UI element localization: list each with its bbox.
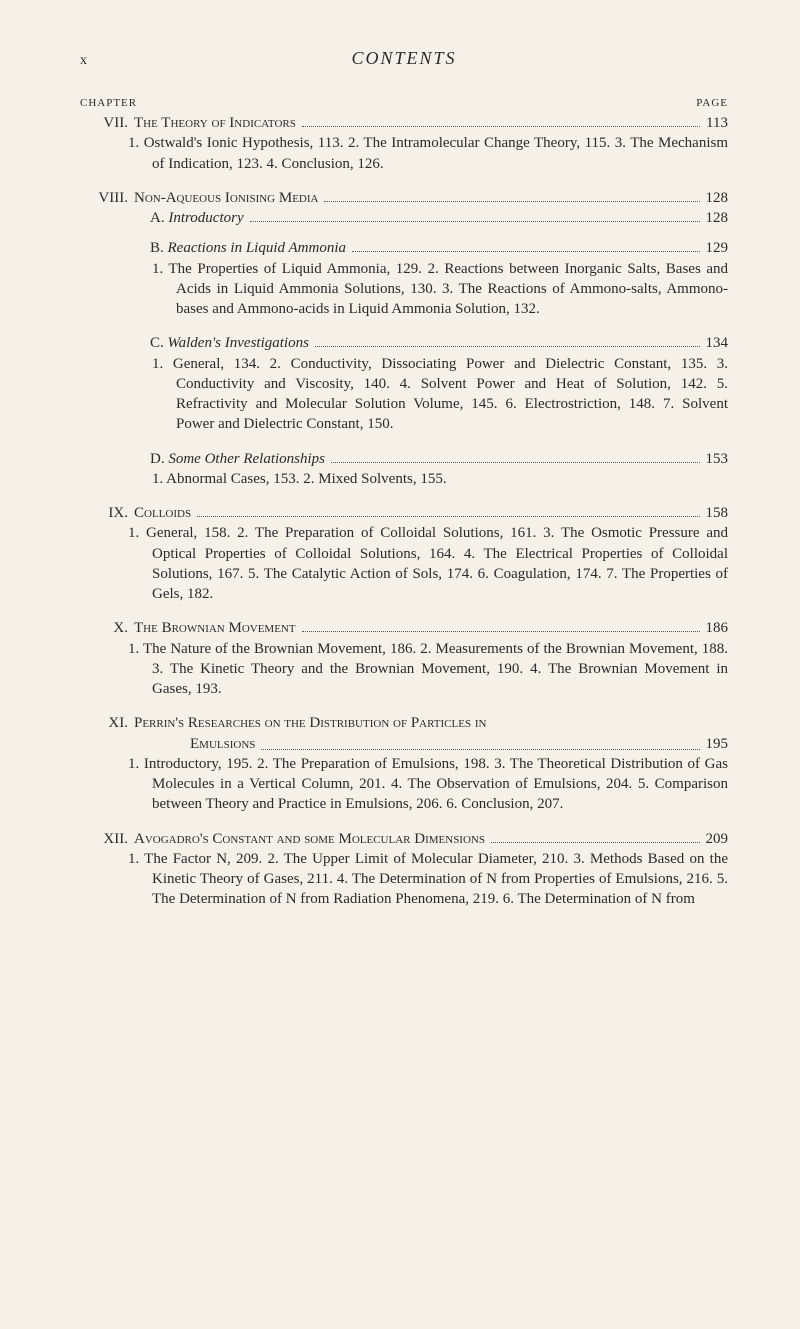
section-page: 153	[706, 449, 729, 469]
section-viii-b: B. Reactions in Liquid Ammonia 129	[80, 238, 728, 258]
chapter-title-line1: Perrin's Researches on the Distribution …	[134, 713, 486, 733]
chapter-roman: VIII.	[80, 188, 134, 208]
chapter-title: Colloids	[134, 503, 191, 523]
col-head-chapter: CHAPTER	[80, 97, 137, 109]
chapter-xi-items: 1. Introductory, 195. 2. The Preparation…	[80, 754, 728, 815]
leader-dots	[197, 516, 699, 517]
leader-dots	[302, 631, 700, 632]
chapter-entry-ix: IX. Colloids 158	[80, 503, 728, 523]
chapter-entry-x: X. The Brownian Movement 186	[80, 618, 728, 638]
section-viii-a: A. Introductory 128	[80, 208, 728, 228]
leader-dots	[324, 201, 699, 202]
chapter-roman: VII.	[80, 113, 134, 133]
page-title: CONTENTS	[80, 48, 728, 69]
column-headers: CHAPTER PAGE	[80, 97, 728, 109]
leader-dots	[315, 346, 700, 347]
chapter-xii-items: 1. The Factor N, 209. 2. The Upper Limit…	[80, 849, 728, 910]
chapter-x-items: 1. The Nature of the Brownian Movement, …	[80, 639, 728, 700]
chapter-roman: XI.	[80, 713, 134, 733]
leader-dots	[261, 734, 699, 750]
chapter-vii-items: 1. Ostwald's Ionic Hypothesis, 113. 2. T…	[80, 133, 728, 174]
section-page: 134	[706, 333, 729, 353]
chapter-page: 195	[706, 734, 729, 754]
section-viii-c: C. Walden's Investigations 134	[80, 333, 728, 353]
contents-page: x CONTENTS CHAPTER PAGE VII. The Theory …	[0, 0, 800, 980]
chapter-page: 209	[706, 829, 729, 849]
chapter-roman: X.	[80, 618, 134, 638]
chapter-page: 186	[706, 618, 729, 638]
chapter-title: Non-Aqueous Ionising Media	[134, 188, 318, 208]
chapter-title: Avogadro's Constant and some Molecular D…	[134, 829, 485, 849]
section-title: Reactions in Liquid Ammonia	[168, 240, 346, 256]
chapter-ix-items: 1. General, 158. 2. The Preparation of C…	[80, 523, 728, 604]
chapter-page: 158	[706, 503, 729, 523]
section-viii-b-items: 1. The Properties of Liquid Ammonia, 129…	[80, 259, 728, 320]
leader-dots	[250, 221, 700, 222]
chapter-roman: XII.	[80, 829, 134, 849]
chapter-title: The Theory of Indicators	[134, 113, 296, 133]
chapter-entry-viii: VIII. Non-Aqueous Ionising Media 128	[80, 188, 728, 208]
section-title: Walden's Investigations	[168, 335, 309, 351]
section-letter: C.	[150, 335, 168, 351]
chapter-entry-xii: XII. Avogadro's Constant and some Molecu…	[80, 829, 728, 849]
section-title: Some Other Relationships	[168, 451, 325, 467]
section-viii-c-items: 1. General, 134. 2. Conductivity, Dissoc…	[80, 354, 728, 435]
leader-dots	[491, 842, 700, 843]
chapter-title: The Brownian Movement	[134, 618, 296, 638]
chapter-roman: IX.	[80, 503, 134, 523]
chapter-page: 128	[706, 188, 729, 208]
section-viii-d-items: 1. Abnormal Cases, 153. 2. Mixed Solvent…	[80, 469, 728, 489]
section-title: Introductory	[168, 210, 243, 226]
section-page: 128	[706, 208, 729, 228]
section-letter: B.	[150, 240, 168, 256]
leader-dots	[302, 126, 700, 127]
chapter-entry-vii: VII. The Theory of Indicators 113	[80, 113, 728, 133]
section-letter: A.	[150, 210, 168, 226]
section-viii-d: D. Some Other Relationships 153	[80, 449, 728, 469]
section-page: 129	[706, 238, 729, 258]
col-head-page: PAGE	[696, 97, 728, 109]
leader-dots	[352, 251, 700, 252]
chapter-page: 113	[706, 113, 728, 133]
chapter-title-line2: Emulsions	[190, 734, 255, 754]
leader-dots	[331, 462, 700, 463]
page-header: x CONTENTS	[80, 48, 728, 69]
chapter-entry-xi: XI. Perrin's Researches on the Distribut…	[80, 713, 728, 754]
section-letter: D.	[150, 451, 168, 467]
